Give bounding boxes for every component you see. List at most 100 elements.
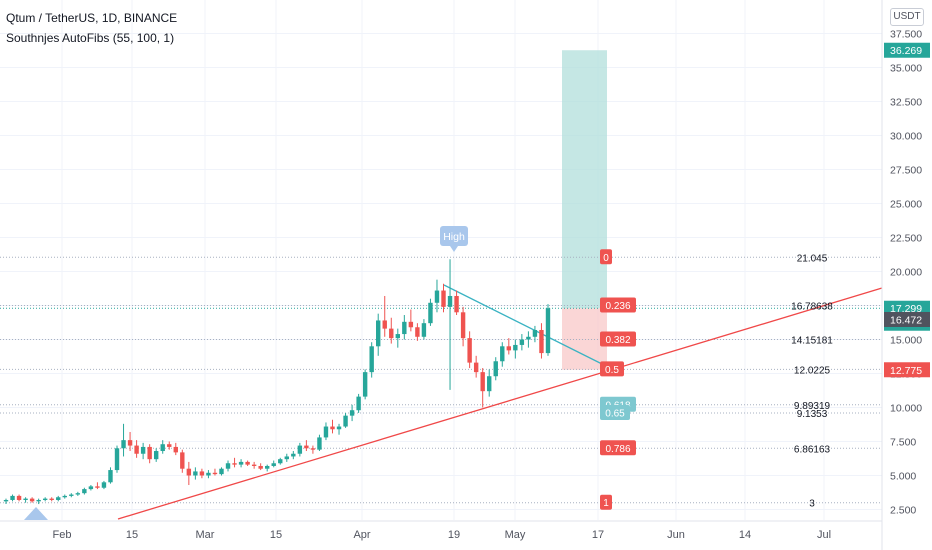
candle-body (383, 320, 387, 328)
candle-body (539, 330, 543, 353)
candle-body (108, 470, 112, 482)
fib-ratio-label: 0.65 (605, 408, 625, 419)
price-tick-label: 10.000 (890, 403, 922, 415)
candle-body (134, 446, 138, 454)
price-tick-label: 35.000 (890, 63, 922, 75)
candle-body (337, 427, 341, 430)
fib-price-label: 12.0225 (794, 365, 831, 376)
candle-body (428, 303, 432, 323)
price-tick-label: 15.000 (890, 335, 922, 347)
fib-price-label: 21.045 (797, 253, 828, 264)
time-tick-label: Mar (196, 529, 215, 541)
price-tick-label: 2.500 (890, 505, 916, 517)
fib-price-label: 6.86163 (794, 444, 831, 455)
candle-body (369, 346, 373, 372)
candle-body (69, 495, 73, 496)
fib-price-label: 16.78638 (791, 302, 833, 313)
candle-body (239, 462, 243, 465)
price-tick-label: 30.000 (890, 131, 922, 143)
candle-body (121, 440, 125, 448)
candle-body (500, 346, 504, 361)
candle-body (95, 486, 99, 487)
candle-body (363, 372, 367, 396)
time-tick-label: 14 (739, 529, 751, 541)
candle-body (546, 308, 550, 353)
price-tick-label: 27.500 (890, 165, 922, 177)
target-zone (562, 50, 607, 308)
candle-body (350, 410, 354, 415)
candle-body (154, 451, 158, 459)
price-axis: 2.5005.0007.50010.00012.50015.00017.5002… (882, 0, 922, 550)
candle-body (102, 482, 106, 487)
fib-price-labels: 21.045 16.78638 14.15181 12.0225 9.893199.13… (791, 253, 833, 509)
candle-body (56, 497, 60, 500)
price-tick-label: 5.000 (890, 471, 916, 483)
price-tick-label: 37.500 (890, 29, 922, 41)
candle-body (298, 446, 302, 454)
candle-body (50, 499, 54, 500)
candle-body (317, 437, 321, 449)
candle-body (356, 397, 360, 411)
fib-ratio-label: 0 (603, 253, 609, 264)
candle-body (30, 499, 34, 502)
time-tick-label: May (505, 529, 526, 541)
candle-body (272, 463, 276, 466)
candle-body (278, 459, 282, 463)
fib-price-label: 3 (809, 499, 815, 510)
time-tick-label: 15 (270, 529, 282, 541)
candle-body (448, 296, 452, 307)
candle-body (330, 427, 334, 430)
candle-body (17, 496, 21, 500)
candle-body (193, 471, 197, 475)
candle-body (115, 448, 119, 470)
candle-body (494, 361, 498, 376)
candle-body (23, 499, 27, 500)
candle-body (520, 340, 524, 345)
candle-body (513, 345, 517, 350)
price-tag-value: 12.775 (890, 365, 922, 377)
fib-ratio-label: 0.382 (605, 335, 630, 346)
candle-body (422, 323, 426, 337)
candle-body (219, 469, 223, 474)
candle-body (467, 338, 471, 362)
candle-body (324, 427, 328, 438)
candle-body (409, 322, 413, 327)
position-zones (562, 50, 607, 370)
candle-body (304, 446, 308, 449)
price-tick-label: 32.500 (890, 97, 922, 109)
symbol-title[interactable]: Qtum / TetherUS, 1D, BINANCE (6, 8, 177, 28)
indicator-title[interactable]: Southnjes AutoFibs (55, 100, 1) (6, 28, 177, 48)
price-tag-value: 16.472 (890, 314, 922, 326)
time-tick-label: Apr (353, 529, 370, 541)
time-tick-label: 19 (448, 529, 460, 541)
ascending-trendline (118, 288, 882, 519)
currency-button[interactable]: USDT (890, 8, 924, 26)
candle-body (174, 447, 178, 452)
candle-body (389, 329, 393, 339)
candle-body (415, 327, 419, 337)
candle-body (206, 473, 210, 476)
candle-body (533, 330, 537, 337)
candle-body (402, 322, 406, 334)
candle-body (213, 473, 217, 474)
candle-body (200, 471, 204, 475)
time-tick-label: Jun (667, 529, 685, 541)
candle-body (487, 376, 491, 391)
fib-price-label: 9.1353 (797, 409, 828, 420)
candle-body (43, 499, 47, 500)
candle-body (376, 320, 380, 346)
fib-ratio-label: 0.5 (605, 365, 619, 376)
low-marker-icon (24, 507, 48, 520)
candle-body (507, 346, 511, 350)
fib-ratio-label: 1 (603, 498, 609, 509)
candle-body (480, 372, 484, 391)
candlesticks (4, 259, 550, 504)
time-tick-label: Feb (53, 529, 72, 541)
candle-body (226, 463, 230, 468)
price-tag-value: 36.269 (890, 45, 922, 57)
time-tick-label: 15 (126, 529, 138, 541)
chart-legend: Qtum / TetherUS, 1D, BINANCE Southnjes A… (6, 8, 177, 48)
price-tick-label: 7.500 (890, 437, 916, 449)
candle-body (245, 462, 249, 465)
